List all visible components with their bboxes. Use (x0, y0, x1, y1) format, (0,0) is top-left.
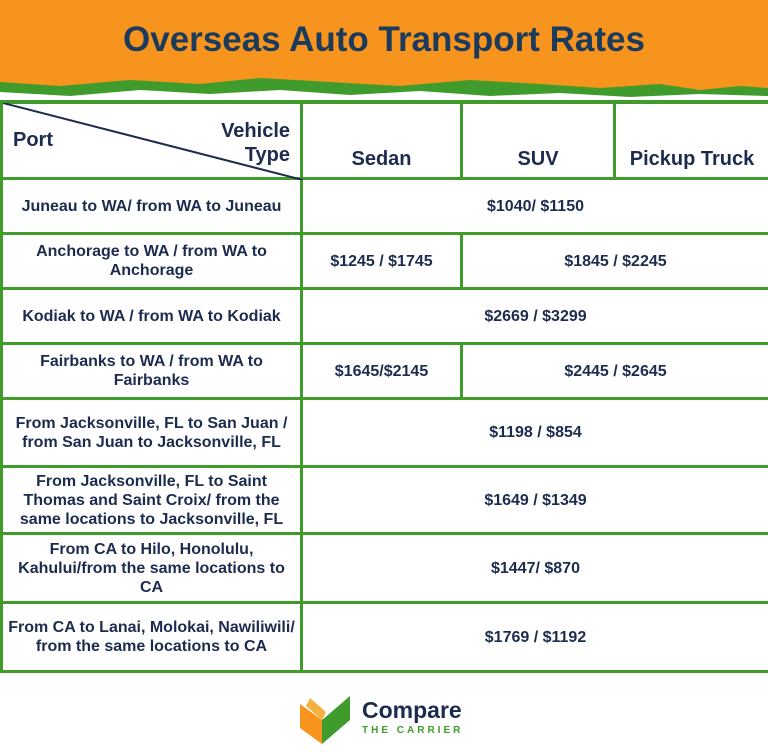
port-cell: From Jacksonville, FL to San Juan / from… (0, 397, 303, 468)
table-row: From Jacksonville, FL to Saint Thomas an… (0, 465, 768, 535)
title: Overseas Auto Transport Rates (123, 20, 645, 59)
rates-table: Port Vehicle Type Sedan SUV Pickup Truck… (0, 100, 768, 673)
port-cell: From CA to Hilo, Honolulu, Kahului/from … (0, 532, 303, 604)
header-banner (0, 0, 768, 104)
table-row: From CA to Lanai, Molokai, Nawiliwili/ f… (0, 601, 768, 673)
rate-cell: $1040/ $1150 (300, 177, 768, 235)
port-header: Port (13, 129, 53, 151)
logo-icon (300, 696, 350, 744)
type-header: Sedan (300, 100, 463, 180)
table-body: Juneau to WA/ from WA to Juneau $1040/ $1… (0, 177, 768, 673)
rate-cell: $1769 / $1192 (300, 601, 768, 673)
table-row: Anchorage to WA / from WA to Anchorage $1… (0, 232, 768, 290)
brand-tagline: THE CARRIER (362, 725, 464, 736)
table-row: Fairbanks to WA / from WA to Fairbanks $1… (0, 342, 768, 400)
rate-cell: $1447/ $870 (300, 532, 768, 604)
vehicle-type-header: Vehicle Type (221, 120, 290, 166)
port-cell: Anchorage to WA / from WA to Anchorage (0, 232, 303, 290)
table-row: Kodiak to WA / from WA to Kodiak $2669 / … (0, 287, 768, 345)
port-cell: Kodiak to WA / from WA to Kodiak (0, 287, 303, 345)
port-cell: Juneau to WA/ from WA to Juneau (0, 177, 303, 235)
type-header: SUV (460, 100, 616, 180)
type-header: Pickup Truck (613, 100, 768, 180)
corner-header: Port Vehicle Type (0, 100, 303, 180)
rate-cell: $1645/$2145 (300, 342, 463, 400)
rate-cell: $1245 / $1745 (300, 232, 463, 290)
rate-cell: $2445 / $2645 (460, 342, 768, 400)
port-cell: From CA to Lanai, Molokai, Nawiliwili/ f… (0, 601, 303, 673)
rate-cell: $1198 / $854 (300, 397, 768, 468)
table-row: From CA to Hilo, Honolulu, Kahului/from … (0, 532, 768, 604)
table-row: From Jacksonville, FL to San Juan / from… (0, 397, 768, 468)
port-cell: Fairbanks to WA / from WA to Fairbanks (0, 342, 303, 400)
brand-name: Compare (362, 697, 462, 723)
port-cell: From Jacksonville, FL to Saint Thomas an… (0, 465, 303, 535)
table-row: Juneau to WA/ from WA to Juneau $1040/ $1… (0, 177, 768, 235)
rate-cell: $1845 / $2245 (460, 232, 768, 290)
rate-cell: $2669 / $3299 (300, 287, 768, 345)
rate-cell: $1649 / $1349 (300, 465, 768, 535)
diagonal (3, 103, 303, 180)
